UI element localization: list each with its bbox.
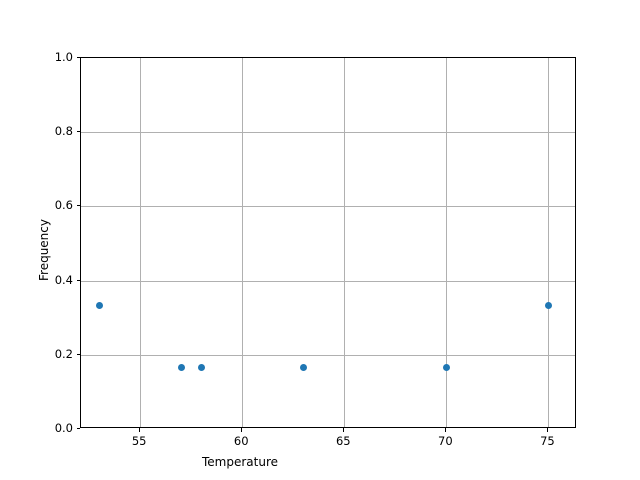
- gridline-vertical: [140, 58, 142, 427]
- gridline-horizontal: [81, 354, 575, 356]
- x-axis-label: Temperature: [0, 455, 640, 469]
- y-axis-tick: [76, 57, 80, 58]
- y-axis-tick: [76, 353, 80, 355]
- gridline-vertical: [242, 58, 244, 427]
- y-axis-tick: [76, 428, 80, 429]
- x-axis-tick: [445, 428, 447, 432]
- x-axis-tick: [343, 428, 345, 432]
- x-axis-tick-label: 60: [233, 434, 249, 448]
- y-axis-tick-label: 1.0: [54, 50, 73, 64]
- gridline-horizontal: [81, 132, 575, 134]
- gridline-vertical: [446, 58, 448, 427]
- y-axis-tick: [76, 279, 80, 281]
- y-axis-tick-label: 0.0: [54, 421, 73, 435]
- scatter-point: [95, 301, 103, 309]
- gridline-vertical: [344, 58, 346, 427]
- x-axis-tick-label: 70: [438, 434, 453, 448]
- x-axis-tick-label: 65: [335, 434, 351, 448]
- x-axis-tick-label: 75: [540, 434, 555, 448]
- scatter-point: [197, 363, 205, 371]
- y-axis-tick-label: 0.6: [54, 198, 73, 213]
- gridline-horizontal: [81, 206, 575, 208]
- gridline-vertical: [548, 58, 550, 427]
- y-axis-tick-label: 0.2: [54, 346, 73, 361]
- scatter-point: [299, 363, 307, 371]
- y-axis-tick-label: 0.8: [54, 124, 73, 139]
- scatter-point: [442, 363, 450, 371]
- y-axis-tick: [76, 131, 80, 133]
- plot-area: [80, 57, 576, 428]
- y-axis-label: Frequency: [34, 0, 54, 480]
- x-axis-tick: [547, 428, 549, 432]
- y-axis-tick: [76, 205, 80, 207]
- scatter-point: [544, 301, 552, 309]
- scatter-point: [177, 363, 185, 371]
- y-axis-label-text: Frequency: [37, 219, 51, 281]
- x-axis-tick: [241, 428, 243, 432]
- x-axis-tick: [139, 428, 141, 432]
- x-axis-tick-label: 55: [131, 434, 147, 448]
- x-axis-label-text: Temperature: [201, 455, 278, 469]
- y-axis-tick-label: 0.4: [54, 272, 73, 287]
- gridline-horizontal: [81, 280, 575, 282]
